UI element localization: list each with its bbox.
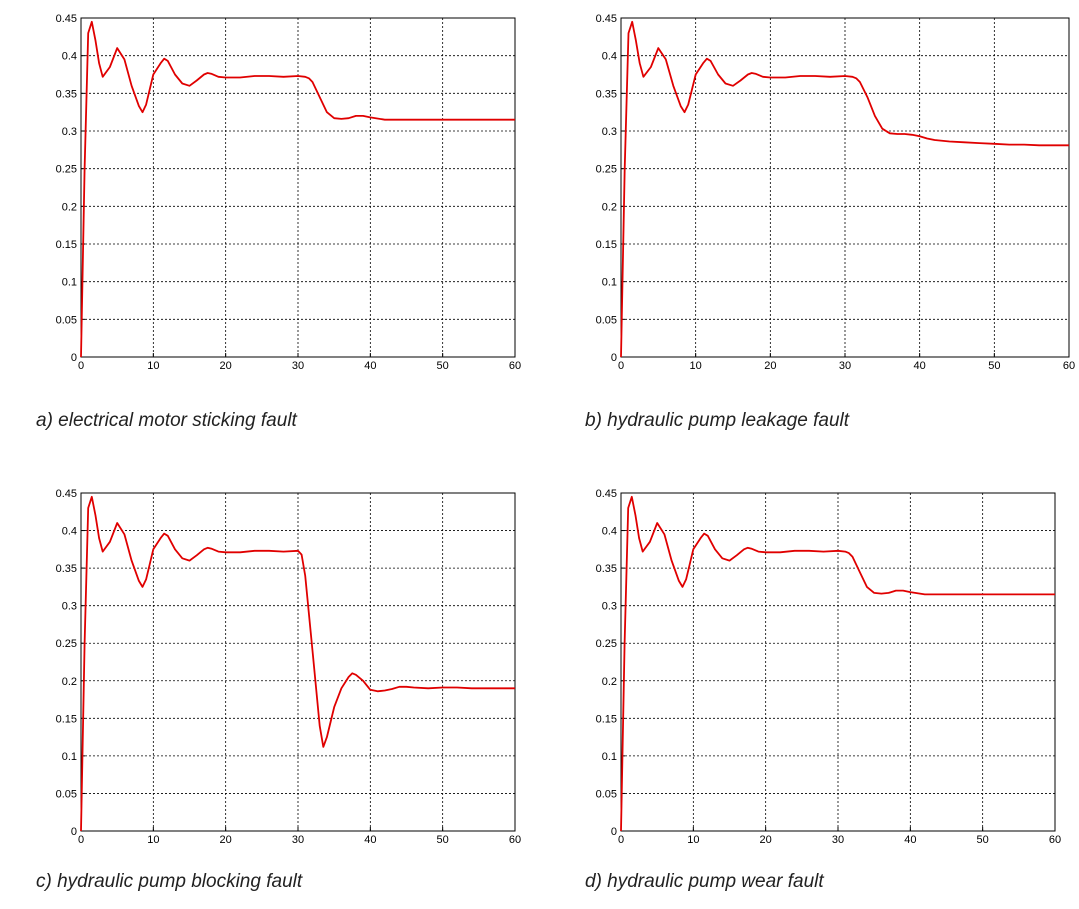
y-tick-label: 0.1 — [602, 277, 617, 289]
y-tick-label: 0.05 — [596, 314, 617, 326]
y-tick-label: 0.35 — [56, 88, 77, 100]
chart-caption-c: c) hydraulic pump blocking fault — [36, 871, 303, 892]
y-tick-label: 0.05 — [596, 788, 617, 800]
y-tick-label: 0.35 — [596, 88, 617, 100]
y-tick-label: 0.4 — [602, 526, 617, 538]
x-tick-label: 40 — [904, 834, 916, 846]
chart-d: 0 10 20 30 40 50 60 0 0.05 0.1 0.15 0.2 0.25 0.3 0.35 0… — [596, 488, 1062, 846]
x-tick-label: 50 — [437, 834, 449, 846]
axes-frame — [620, 17, 1070, 358]
chart-panel-c: 0 10 20 30 40 50 60 0 0.05 0.1 0.15 0.2 0.25 0.3 0.35 0… — [0, 450, 540, 909]
x-tick-label: 60 — [1049, 834, 1061, 846]
x-tick-label: 10 — [147, 834, 159, 846]
y-tick-label: 0.05 — [56, 314, 77, 326]
y-tick-label: 0.1 — [62, 751, 77, 763]
y-tick-label: 0.15 — [56, 239, 77, 251]
x-tick-label: 60 — [509, 360, 521, 372]
y-tick-label: 0 — [71, 826, 77, 838]
y-tick-label: 0.2 — [62, 201, 77, 213]
y-tick-label: 0.3 — [602, 126, 617, 138]
axes-frame — [80, 492, 516, 832]
x-tick-label: 20 — [760, 834, 772, 846]
x-tick-label: 50 — [988, 360, 1000, 372]
series-line — [620, 495, 1055, 832]
x-tick-label: 30 — [292, 360, 304, 372]
x-tick-label: 0 — [618, 834, 624, 846]
x-tick-label: 10 — [687, 834, 699, 846]
y-tick-label: 0.15 — [596, 713, 617, 725]
x-tick-label: 0 — [618, 360, 624, 372]
x-tick-label: 10 — [690, 360, 702, 372]
series-line — [80, 20, 515, 358]
y-tick-label: 0.25 — [56, 164, 77, 176]
chart-a: 0 10 20 30 40 50 60 0 0.05 0.1 0.15 0.2 0.25 0.3 0.35 0… — [56, 13, 522, 372]
chart-b: 0 10 20 30 40 50 60 0 0.05 0.1 0.15 0.2 0.25 0.3 0.35 0… — [596, 13, 1076, 372]
x-tick-label: 0 — [78, 360, 84, 372]
x-tick-label: 20 — [220, 360, 232, 372]
x-tick-label: 60 — [1063, 360, 1075, 372]
chart-c: 0 10 20 30 40 50 60 0 0.05 0.1 0.15 0.2 0.25 0.3 0.35 0… — [56, 488, 522, 846]
y-tick-label: 0.2 — [602, 676, 617, 688]
x-tick-label: 50 — [977, 834, 989, 846]
y-tick-label: 0.15 — [596, 239, 617, 251]
x-tick-label: 0 — [78, 834, 84, 846]
y-tick-label: 0.45 — [596, 488, 617, 500]
x-tick-label: 30 — [292, 834, 304, 846]
axes-frame — [620, 492, 1056, 832]
series-line — [620, 20, 1069, 358]
y-tick-label: 0.1 — [62, 277, 77, 289]
x-tick-label: 20 — [220, 834, 232, 846]
x-tick-label: 30 — [832, 834, 844, 846]
x-tick-label: 40 — [914, 360, 926, 372]
y-tick-label: 0.05 — [56, 788, 77, 800]
y-tick-label: 0.3 — [62, 126, 77, 138]
chart-panel-d: 0 10 20 30 40 50 60 0 0.05 0.1 0.15 0.2 0.25 0.3 0.35 0… — [540, 450, 1079, 909]
y-tick-label: 0.3 — [62, 601, 77, 613]
y-tick-label: 0.2 — [602, 201, 617, 213]
x-tick-label: 20 — [764, 360, 776, 372]
chart-caption-d: d) hydraulic pump wear fault — [585, 871, 824, 892]
y-tick-label: 0 — [71, 352, 77, 364]
y-tick-label: 0.45 — [56, 13, 77, 25]
y-tick-label: 0.4 — [62, 51, 77, 63]
y-tick-label: 0.25 — [56, 638, 77, 650]
y-tick-label: 0.4 — [602, 51, 617, 63]
y-tick-label: 0.35 — [56, 563, 77, 575]
y-tick-label: 0.45 — [596, 13, 617, 25]
chart-panel-b: 0 10 20 30 40 50 60 0 0.05 0.1 0.15 0.2 0.25 0.3 0.35 0… — [540, 0, 1079, 450]
y-tick-label: 0 — [611, 352, 617, 364]
chart-caption-a: a) electrical motor sticking fault — [36, 410, 297, 431]
y-tick-label: 0.15 — [56, 713, 77, 725]
axes-frame — [80, 17, 516, 358]
y-tick-label: 0.4 — [62, 526, 77, 538]
y-tick-label: 0 — [611, 826, 617, 838]
x-tick-label: 30 — [839, 360, 851, 372]
x-tick-label: 10 — [147, 360, 159, 372]
x-tick-label: 40 — [364, 360, 376, 372]
chart-panel-a: 0 10 20 30 40 50 60 0 0.05 0.1 0.15 0.2 0.25 0.3 0.35 0… — [0, 0, 540, 450]
y-tick-label: 0.2 — [62, 676, 77, 688]
x-tick-label: 40 — [364, 834, 376, 846]
y-tick-label: 0.1 — [602, 751, 617, 763]
y-tick-label: 0.3 — [602, 601, 617, 613]
y-tick-label: 0.35 — [596, 563, 617, 575]
x-tick-label: 50 — [437, 360, 449, 372]
chart-caption-b: b) hydraulic pump leakage fault — [585, 410, 850, 431]
x-tick-label: 60 — [509, 834, 521, 846]
y-tick-label: 0.25 — [596, 638, 617, 650]
y-tick-label: 0.25 — [596, 164, 617, 176]
y-tick-label: 0.45 — [56, 488, 77, 500]
series-line — [80, 495, 515, 832]
